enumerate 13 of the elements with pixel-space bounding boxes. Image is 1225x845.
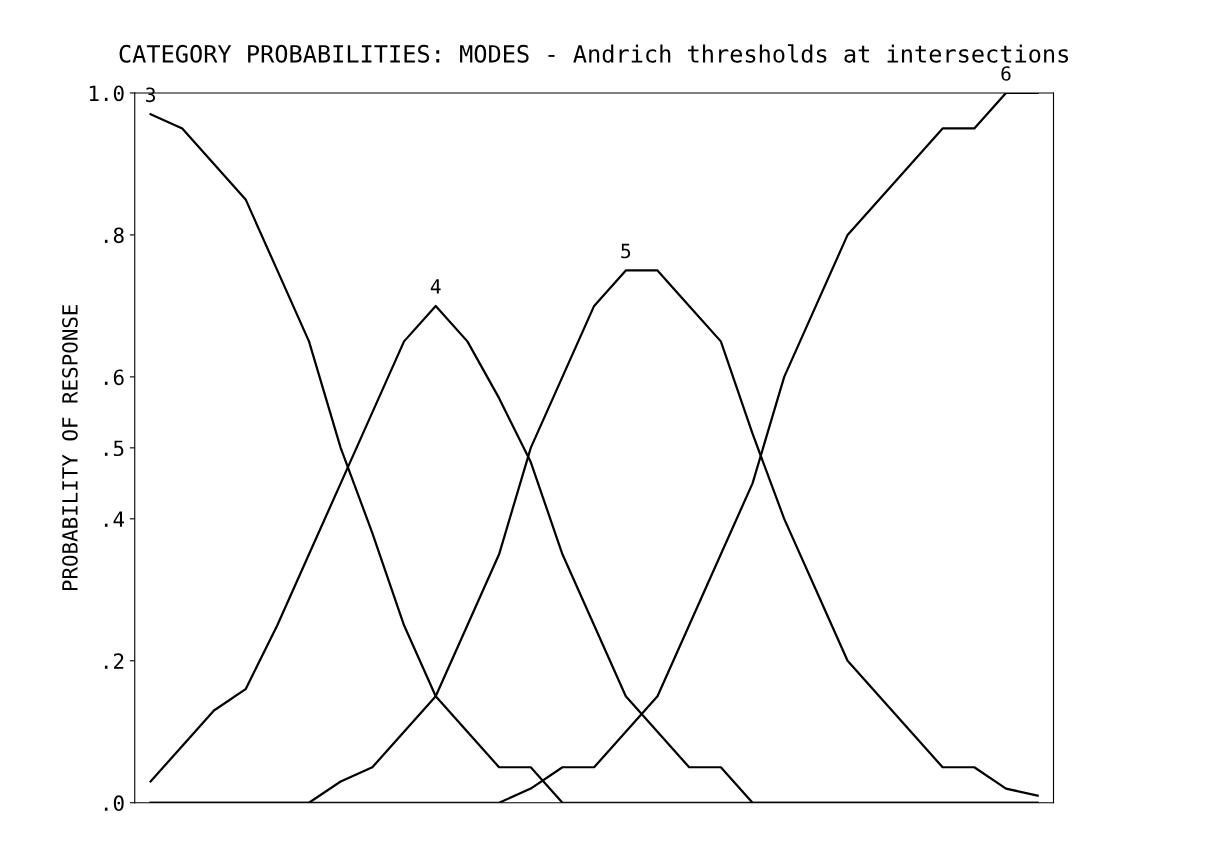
y-tick-label: .6 (104, 369, 124, 386)
y-axis-title: PROBABILITY OF RESPONSE (62, 304, 78, 591)
series-label: 4 (430, 279, 441, 294)
series-label: 3 (146, 87, 155, 103)
y-tick-label: .0 (104, 795, 124, 812)
y-tick-label: .8 (104, 227, 124, 244)
series-label: 6 (1001, 66, 1011, 81)
y-tick-label: .5 (104, 440, 124, 457)
y-tick-label: .4 (104, 511, 125, 527)
y-tick-label: .2 (104, 653, 124, 669)
chart-title: CATEGORY PROBABILITIES: MODES - Andrich thresholds at intersections (119, 44, 1069, 63)
series-label: 5 (621, 243, 631, 259)
y-tick-label: 1.0 (89, 85, 124, 102)
